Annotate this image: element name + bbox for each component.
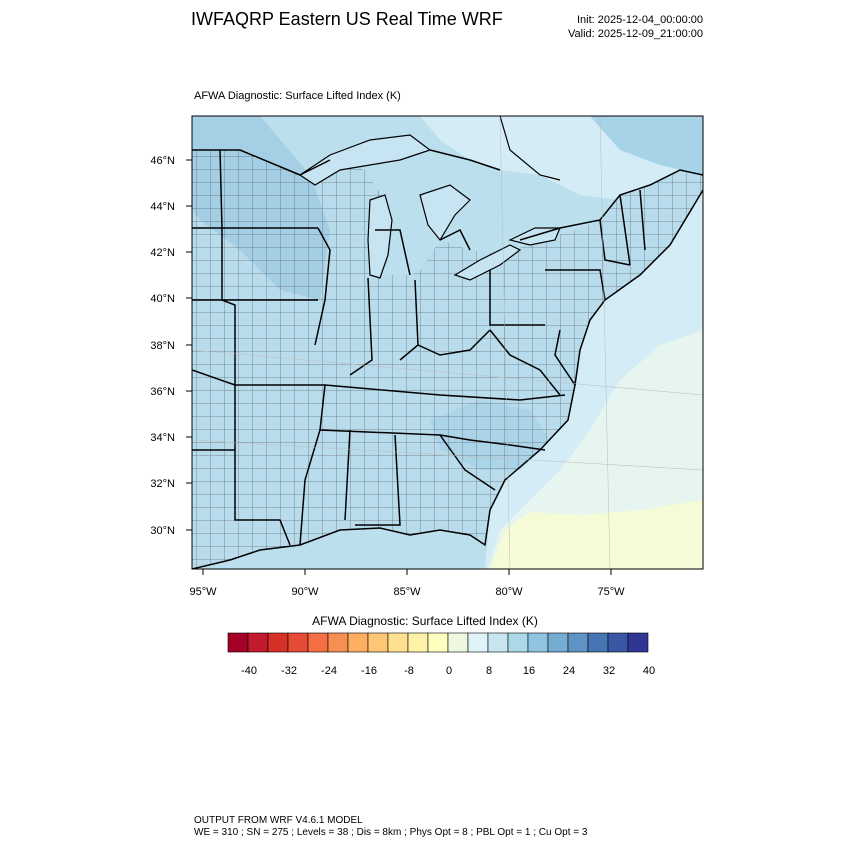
init-time: Init: 2025-12-04_00:00:00 (577, 14, 703, 26)
lat-label: 38°N (150, 340, 175, 352)
colorbar-swatch (427, 632, 449, 653)
subtropical-zone (490, 500, 703, 569)
valid-time: Valid: 2025-12-09_21:00:00 (568, 28, 703, 40)
colorbar-tick-label: -32 (281, 665, 297, 677)
lat-label: 32°N (150, 478, 175, 490)
lat-label: 36°N (150, 386, 175, 398)
graticule (192, 116, 703, 569)
map-frame (191, 115, 704, 570)
lake-huron (419, 184, 471, 242)
colorbar-swatch (227, 632, 249, 653)
colorbar-swatch (527, 632, 549, 653)
colorbar-swatch (307, 632, 329, 653)
colorbar-labels: -40 -32 -24 -16 -8 0 8 16 24 32 40 (241, 665, 655, 677)
colorbar-swatch (567, 632, 589, 653)
lat-labels: 46°N 44°N 42°N 40°N 38°N 36°N 34°N 32°N … (150, 155, 175, 537)
footer-config: WE = 310 ; SN = 275 ; Levels = 38 ; Dis … (194, 827, 588, 838)
lat-label: 42°N (150, 247, 175, 259)
colorbar-tick-label: -16 (361, 665, 377, 677)
colorbar-swatch (267, 632, 289, 653)
lat-label: 34°N (150, 432, 175, 444)
map-title: IWFAQRP Eastern US Real Time WRF (191, 9, 503, 29)
lon-label: 80°W (495, 586, 523, 598)
coastline (192, 189, 703, 569)
county-boundaries (192, 150, 703, 569)
colorbar-tick-label: 16 (523, 665, 535, 677)
colorbar-swatch (327, 632, 349, 653)
colorbar-swatch (347, 632, 369, 653)
colorbar-tick-label: 0 (446, 665, 452, 677)
map-field (192, 116, 703, 569)
colorbar-tick-label: -8 (404, 665, 414, 677)
colorbar-swatch (447, 632, 469, 653)
lat-label: 46°N (150, 155, 175, 167)
footer-model: OUTPUT FROM WRF V4.6.1 MODEL (194, 815, 363, 826)
state-boundaries (192, 149, 646, 546)
time-info: Init: 2025-12-04_00:00:00 Valid: 2025-12… (568, 13, 703, 41)
colorbar-swatch (367, 632, 389, 653)
colorbar-swatch (487, 632, 509, 653)
colorbar-swatch (287, 632, 309, 653)
canada-border (299, 149, 703, 241)
colorbar (227, 632, 649, 653)
colorbar-swatch (507, 632, 529, 653)
colorbar-swatch (387, 632, 409, 653)
lon-label: 95°W (189, 586, 217, 598)
lat-label: 44°N (150, 201, 175, 213)
lon-label: 85°W (393, 586, 421, 598)
lake-erie (453, 244, 522, 281)
colorbar-swatch (547, 632, 569, 653)
colorbar-tick-label: 40 (643, 665, 655, 677)
lon-label: 75°W (597, 586, 625, 598)
colorbar-tick-label: -24 (321, 665, 337, 677)
colorbar-swatch (247, 632, 269, 653)
lat-label: 30°N (150, 525, 175, 537)
lat-ticks (186, 159, 192, 531)
colorbar-tick-label: 8 (486, 665, 492, 677)
colorbar-tick-label: 24 (563, 665, 575, 677)
colorbar-swatch (607, 632, 629, 653)
colorbar-tick-label: -40 (241, 665, 257, 677)
lon-label: 90°W (291, 586, 319, 598)
colorbar-swatch (467, 632, 489, 653)
footer: OUTPUT FROM WRF V4.6.1 MODEL WE = 310 ; … (194, 815, 587, 839)
lat-label: 40°N (150, 293, 175, 305)
colorbar-swatch (627, 632, 649, 653)
colorbar-tick-label: 32 (603, 665, 615, 677)
cold-anomaly-northeast (590, 116, 703, 175)
lake-superior (298, 134, 432, 186)
colorbar-title: AFWA Diagnostic: Surface Lifted Index (K… (312, 614, 538, 628)
lon-labels: 95°W 90°W 85°W 80°W 75°W (189, 586, 625, 598)
lake-michigan (367, 194, 393, 279)
plot-subtitle: AFWA Diagnostic: Surface Lifted Index (K… (194, 90, 401, 102)
lon-ticks (202, 569, 612, 575)
hudson-coast (499, 116, 561, 181)
colorbar-swatch (407, 632, 429, 653)
colorbar-swatch (587, 632, 609, 653)
